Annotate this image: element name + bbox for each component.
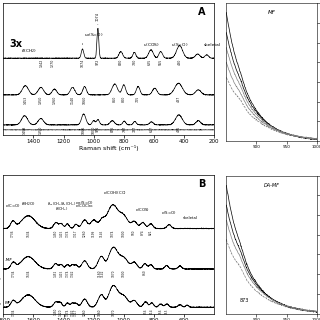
Text: 1415: 1415 xyxy=(59,270,63,277)
Text: 1453: 1453 xyxy=(23,96,28,104)
Text: 1270: 1270 xyxy=(51,59,55,68)
Text: 1734: 1734 xyxy=(11,308,15,316)
Text: $\nu$(S=O): $\nu$(S=O) xyxy=(171,41,188,48)
X-axis label: Raman shift (cm⁻¹): Raman shift (cm⁻¹) xyxy=(79,145,139,151)
Text: 1066: 1066 xyxy=(82,126,86,134)
Text: 971: 971 xyxy=(96,126,100,132)
Text: 814: 814 xyxy=(150,308,154,314)
Text: 1000: 1000 xyxy=(122,229,126,237)
Text: MF: MF xyxy=(0,303,2,308)
Text: 797: 797 xyxy=(122,126,126,132)
Text: 1458: 1458 xyxy=(23,126,27,134)
Text: $\delta$(CH$_2$): $\delta$(CH$_2$) xyxy=(55,205,68,212)
Text: 1070: 1070 xyxy=(111,270,115,277)
Text: 1342: 1342 xyxy=(70,270,74,277)
Text: 1450: 1450 xyxy=(54,308,58,316)
Text: 437: 437 xyxy=(177,96,180,102)
Text: 1140: 1140 xyxy=(70,96,75,104)
Text: 1160: 1160 xyxy=(98,308,102,316)
Text: 800: 800 xyxy=(122,96,126,102)
Text: 617: 617 xyxy=(149,126,153,132)
Text: 1160: 1160 xyxy=(98,270,102,277)
Text: 1142: 1142 xyxy=(100,270,104,277)
Text: 1374: 1374 xyxy=(65,270,69,277)
Text: $\nu$(COC)$_{as}$: $\nu$(COC)$_{as}$ xyxy=(75,203,94,211)
Text: $\nu_a$(S=O): $\nu_a$(S=O) xyxy=(84,31,103,39)
Text: $\nu_{as}$(S=O): $\nu_{as}$(S=O) xyxy=(75,200,94,207)
Text: $\delta$(H$_2$O): $\delta$(H$_2$O) xyxy=(21,201,36,208)
Text: 430: 430 xyxy=(178,59,181,65)
Text: $\delta_{as}$(CH$_3$)$\delta_s$(CH$_3$): $\delta_{as}$(CH$_3$)$\delta_s$(CH$_3$) xyxy=(47,201,76,208)
Text: 820: 820 xyxy=(119,59,123,65)
Text: 1452: 1452 xyxy=(54,270,58,277)
Text: 1634: 1634 xyxy=(26,229,30,237)
Text: $\nu$(COS): $\nu$(COS) xyxy=(143,41,159,48)
Text: skeletal: skeletal xyxy=(183,216,198,220)
Text: 705: 705 xyxy=(136,96,140,102)
Text: 972: 972 xyxy=(96,59,100,65)
Text: 1736: 1736 xyxy=(11,229,15,237)
Text: 1145: 1145 xyxy=(100,229,104,237)
Text: 874: 874 xyxy=(141,229,145,235)
Text: 1000: 1000 xyxy=(122,270,126,277)
Text: DA-MF: DA-MF xyxy=(264,182,279,188)
Text: 1060: 1060 xyxy=(83,96,87,104)
Text: 3x: 3x xyxy=(10,39,22,49)
Text: 555: 555 xyxy=(159,59,163,65)
Text: 1317: 1317 xyxy=(74,308,78,316)
Text: 1074: 1074 xyxy=(81,59,84,68)
Text: $\nu$(C=O): $\nu$(C=O) xyxy=(5,202,21,209)
Text: 756: 756 xyxy=(159,308,163,314)
Text: 730: 730 xyxy=(132,59,136,65)
Text: $\nu$(COH)(CC): $\nu$(COH)(CC) xyxy=(103,188,127,196)
Text: 1199: 1199 xyxy=(92,229,96,236)
Text: 1415: 1415 xyxy=(59,229,63,237)
Text: B: B xyxy=(198,180,206,189)
Text: 1260: 1260 xyxy=(83,308,87,316)
Text: MF: MF xyxy=(5,301,11,305)
Text: 860: 860 xyxy=(143,270,147,276)
Text: 625: 625 xyxy=(148,59,152,65)
Text: 1350: 1350 xyxy=(39,96,43,104)
Text: 715: 715 xyxy=(165,308,169,314)
Text: 1450: 1450 xyxy=(54,229,58,237)
Text: 1070: 1070 xyxy=(111,308,115,316)
Text: 1734: 1734 xyxy=(11,270,15,277)
Text: 1374: 1374 xyxy=(65,229,69,237)
Text: 727: 727 xyxy=(133,126,137,132)
Text: 1260: 1260 xyxy=(52,96,56,104)
Text: 1634: 1634 xyxy=(26,270,30,277)
Text: 1074: 1074 xyxy=(96,12,100,21)
Text: 873: 873 xyxy=(240,298,249,303)
Text: 876: 876 xyxy=(110,126,114,132)
Text: 1342: 1342 xyxy=(40,59,44,68)
Text: 860: 860 xyxy=(113,96,117,102)
Text: 821: 821 xyxy=(149,229,153,235)
Text: skeletal: skeletal xyxy=(204,44,221,47)
Text: A: A xyxy=(198,7,206,17)
Text: MF: MF xyxy=(268,10,276,15)
Text: 435: 435 xyxy=(177,126,181,132)
Text: -MF: -MF xyxy=(5,259,12,262)
Text: 1350: 1350 xyxy=(39,126,43,134)
Text: 930: 930 xyxy=(132,229,136,235)
Text: $\nu$(COS): $\nu$(COS) xyxy=(135,205,150,212)
Text: 1074: 1074 xyxy=(111,229,115,237)
Text: -MF: -MF xyxy=(0,278,2,283)
Text: 1420: 1420 xyxy=(59,308,62,316)
Text: 1374: 1374 xyxy=(65,308,69,316)
Text: $\delta$(CH$_2$): $\delta$(CH$_2$) xyxy=(21,47,37,55)
Text: 1342: 1342 xyxy=(70,308,74,316)
Text: 856: 856 xyxy=(144,308,148,314)
Text: 1000: 1000 xyxy=(92,126,96,134)
Text: $\nu$(S=O): $\nu$(S=O) xyxy=(161,209,177,216)
Text: 1260: 1260 xyxy=(83,229,87,237)
Text: 1317: 1317 xyxy=(74,229,78,237)
